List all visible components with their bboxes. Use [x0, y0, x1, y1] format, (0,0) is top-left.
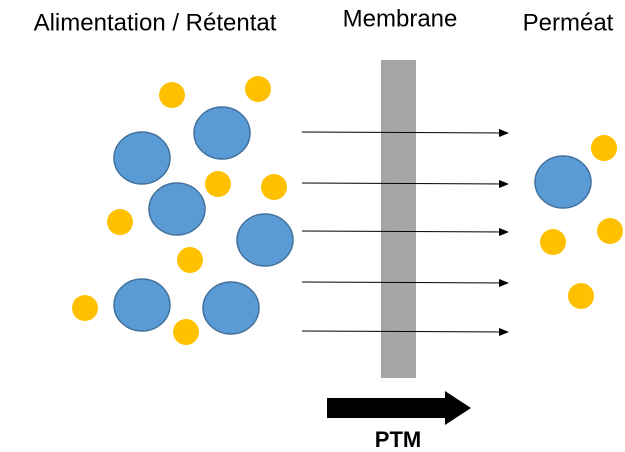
pressure-label: PTM: [375, 427, 421, 452]
small-particle: [245, 76, 271, 102]
small-particle: [568, 283, 594, 309]
pressure-arrow: [327, 391, 471, 425]
membrane: [381, 60, 416, 378]
feed-label: Alimentation / Rétentat: [34, 9, 277, 36]
large-particle: [193, 106, 251, 160]
large-particle: [236, 213, 294, 267]
small-particle: [177, 247, 203, 273]
large-particles: [113, 106, 592, 335]
small-particle: [173, 319, 199, 345]
large-particle: [113, 278, 171, 332]
flow-arrow: [301, 128, 509, 137]
small-particle: [597, 218, 623, 244]
small-particles: [72, 76, 623, 345]
small-particle: [540, 229, 566, 255]
small-particle: [159, 82, 185, 108]
permeate-label: Perméat: [523, 9, 614, 36]
small-particle: [261, 174, 287, 200]
flow-arrow: [301, 227, 509, 236]
large-particle: [148, 182, 206, 236]
flow-arrow: [301, 179, 509, 188]
flow-arrow: [301, 327, 509, 336]
small-particle: [72, 295, 98, 321]
large-particle: [202, 281, 260, 335]
flow-arrow: [301, 278, 509, 287]
small-particle: [205, 171, 231, 197]
flow-arrows: [301, 128, 509, 336]
membrane-label: Membrane: [343, 5, 458, 32]
large-particle: [534, 155, 592, 209]
small-particle: [107, 209, 133, 235]
large-particle: [113, 131, 171, 185]
small-particle: [591, 135, 617, 161]
